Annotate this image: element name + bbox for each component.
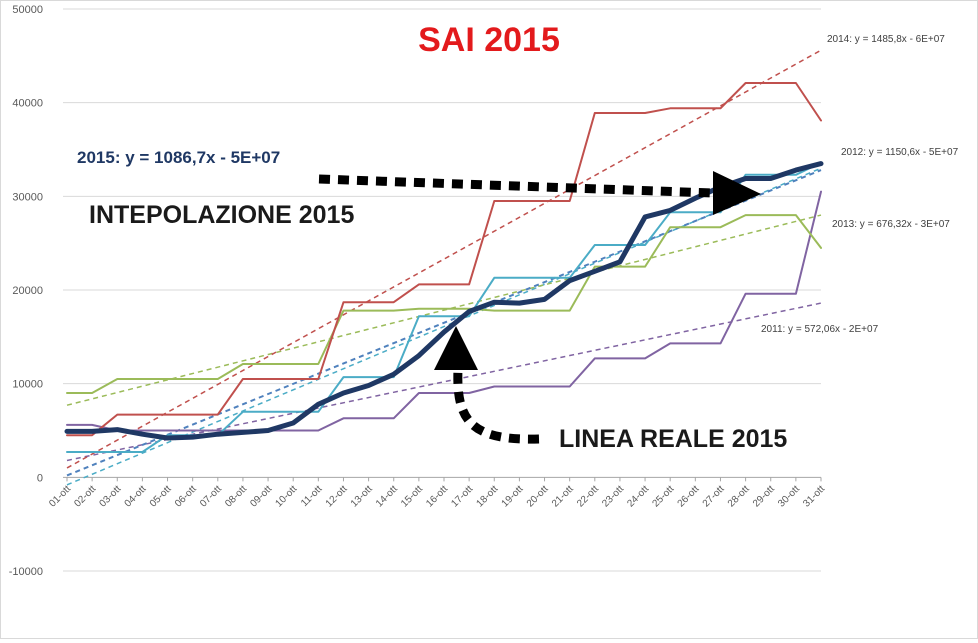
x-tick-label: 25-ott bbox=[650, 484, 676, 510]
trend-label-2013: 2013: y = 676,32x - 3E+07 bbox=[832, 219, 950, 230]
y-tick-label: -10000 bbox=[9, 566, 43, 578]
series-lines bbox=[64, 82, 824, 453]
series-line-2013 bbox=[66, 214, 822, 394]
x-tick-label: 13-ott bbox=[349, 484, 375, 510]
x-tick-label: 24-ott bbox=[625, 484, 651, 510]
x-tick-label: 09-ott bbox=[248, 484, 274, 510]
x-tick-label: 23-ott bbox=[600, 484, 626, 510]
y-tick-label: 50000 bbox=[12, 4, 43, 16]
trendlines bbox=[66, 49, 822, 486]
x-tick-label: 26-ott bbox=[676, 484, 702, 510]
trendline-2012 bbox=[66, 167, 822, 486]
trend-label-2014: 2014: y = 1485,8x - 6E+07 bbox=[827, 34, 945, 45]
trendline-2014 bbox=[66, 49, 822, 469]
x-tick-label: 08-ott bbox=[223, 484, 249, 510]
x-tick-label: 07-ott bbox=[198, 484, 224, 510]
x-axis-ticks: 01-ott 02-ott 03-ott 04-ott 05-ott 06-ott 07-o… bbox=[47, 477, 827, 510]
x-tick-label: 16-ott bbox=[424, 484, 450, 510]
x-tick-label: 06-ott bbox=[173, 484, 199, 510]
trend-label-2011: 2011: y = 572,06x - 2E+07 bbox=[761, 324, 879, 335]
x-tick-label: 17-ott bbox=[449, 484, 475, 510]
x-tick-label: 18-ott bbox=[475, 484, 501, 510]
x-tick-label: 21-ott bbox=[550, 484, 576, 510]
x-tick-label: 10-ott bbox=[273, 484, 299, 510]
trend-label-2012: 2012: y = 1150,6x - 5E+07 bbox=[841, 147, 959, 158]
y-tick-label: 10000 bbox=[12, 379, 43, 391]
arrow-real-line-head bbox=[434, 326, 478, 370]
trendline-2013 bbox=[66, 214, 822, 406]
x-tick-label: 14-ott bbox=[374, 484, 400, 510]
gridlines bbox=[63, 8, 821, 572]
arrow-interpolation-shaft bbox=[318, 174, 714, 198]
y-axis-ticks: -10000 0 10000 20000 30000 40000 50000 bbox=[9, 4, 43, 578]
series-line-2014 bbox=[66, 82, 822, 437]
x-tick-label: 29-ott bbox=[751, 484, 777, 510]
arrow-real-line-shaft bbox=[453, 368, 540, 444]
annotation-equation-2015: 2015: y = 1086,7x - 5E+07 bbox=[77, 148, 280, 167]
trendline-2015 bbox=[66, 169, 822, 477]
x-tick-label: 20-ott bbox=[525, 484, 551, 510]
x-tick-label: 03-ott bbox=[98, 484, 124, 510]
y-tick-label: 40000 bbox=[12, 98, 43, 110]
series-line-2015 bbox=[64, 161, 824, 441]
x-tick-label: 31-ott bbox=[801, 484, 827, 510]
chart-title: SAI 2015 bbox=[418, 21, 560, 59]
x-tick-label: 22-ott bbox=[575, 484, 601, 510]
y-tick-label: 30000 bbox=[12, 191, 43, 203]
arrow-interpolation-head bbox=[713, 171, 761, 215]
x-tick-label: 05-ott bbox=[148, 484, 174, 510]
y-tick-label: 20000 bbox=[12, 285, 43, 297]
annotation-interpolation: INTEPOLAZIONE 2015 bbox=[89, 201, 354, 229]
x-tick-label: 15-ott bbox=[399, 484, 425, 510]
annotation-real-line: LINEA REALE 2015 bbox=[559, 425, 787, 453]
x-tick-label: 12-ott bbox=[324, 484, 350, 510]
x-tick-label: 04-ott bbox=[123, 484, 149, 510]
series-line-2011 bbox=[66, 190, 822, 432]
x-tick-label: 30-ott bbox=[776, 484, 802, 510]
y-tick-label: 0 bbox=[37, 472, 43, 484]
x-tick-label: 01-ott bbox=[47, 484, 73, 510]
x-tick-label: 27-ott bbox=[701, 484, 727, 510]
x-tick-label: 02-ott bbox=[72, 484, 98, 510]
x-tick-label: 11-ott bbox=[299, 484, 324, 509]
x-tick-label: 19-ott bbox=[500, 484, 526, 510]
x-tick-label: 28-ott bbox=[726, 484, 752, 510]
